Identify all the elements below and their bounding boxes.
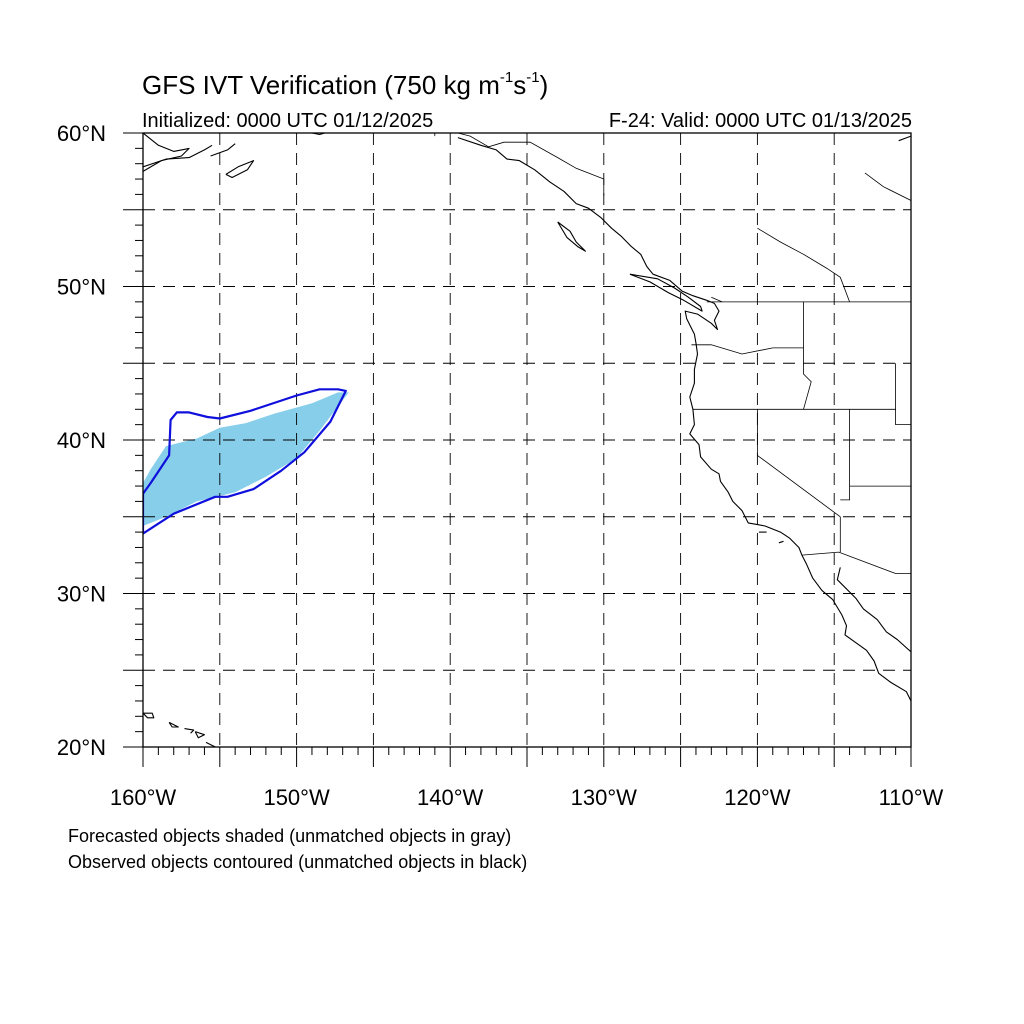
boundary-8 — [801, 551, 911, 574]
lat-label: 30°N — [57, 582, 106, 607]
coastline-4 — [311, 133, 327, 136]
note-forecast-shading: Forecasted objects shaded (unmatched obj… — [68, 826, 512, 846]
coastline-5 — [457, 137, 911, 702]
note-observed-contour: Observed objects contoured (unmatched ob… — [68, 852, 528, 872]
forecast-object-shaded — [143, 392, 349, 526]
coastline-14 — [194, 731, 205, 739]
coastline-3 — [225, 160, 255, 179]
lat-label: 40°N — [57, 428, 106, 453]
coastline-16 — [898, 135, 911, 142]
lon-label: 140°W — [417, 785, 484, 810]
valid-time: F-24: Valid: 0000 UTC 01/13/2025 — [608, 110, 912, 132]
coastlines — [143, 133, 911, 747]
boundary-12 — [457, 133, 605, 196]
coastline-13 — [184, 728, 195, 734]
coastline-11 — [143, 712, 155, 719]
lon-label: 160°W — [110, 785, 177, 810]
title-superscript-1: -1 — [499, 69, 514, 87]
initialized-time: Initialized: 0000 UTC 01/12/2025 — [142, 110, 434, 132]
coastline-2 — [210, 143, 236, 157]
political-boundaries — [434, 133, 911, 574]
coastline-12 — [168, 721, 179, 728]
lon-label: 150°W — [263, 785, 330, 810]
map-title: GFS IVT Verification (750 kg m-1s-1) — [142, 69, 549, 101]
coastline-9 — [778, 540, 784, 544]
coastline-7 — [557, 221, 586, 252]
title-mid: s — [513, 70, 527, 100]
coastline-1 — [143, 144, 213, 168]
coastline-6 — [629, 273, 703, 312]
lon-label: 110°W — [879, 785, 944, 810]
boundary-2 — [691, 344, 804, 355]
title-superscript-2: -1 — [526, 69, 540, 87]
boundary-5 — [757, 409, 841, 518]
boundary-4 — [803, 301, 812, 410]
lon-label: 120°W — [724, 785, 791, 810]
axis-ticks — [123, 132, 912, 767]
gridlines — [143, 133, 911, 747]
coastline-8 — [836, 567, 911, 653]
lat-label: 20°N — [57, 735, 106, 760]
observed-object-contour — [143, 388, 347, 535]
boundary-14 — [757, 227, 850, 303]
boundary-13 — [864, 172, 911, 201]
coastline-0 — [143, 133, 190, 172]
lat-label: 50°N — [57, 275, 106, 300]
coastline-15 — [205, 741, 217, 747]
lon-label: 130°W — [571, 785, 638, 810]
observed-objects — [143, 388, 347, 535]
title-suffix: ) — [539, 70, 549, 100]
boundary-6 — [840, 409, 850, 501]
forecast-objects — [143, 392, 349, 526]
lat-label: 60°N — [57, 121, 106, 146]
boundary-11 — [711, 296, 723, 303]
title-prefix: GFS IVT Verification (750 kg m — [142, 70, 500, 100]
boundary-9 — [895, 363, 911, 426]
